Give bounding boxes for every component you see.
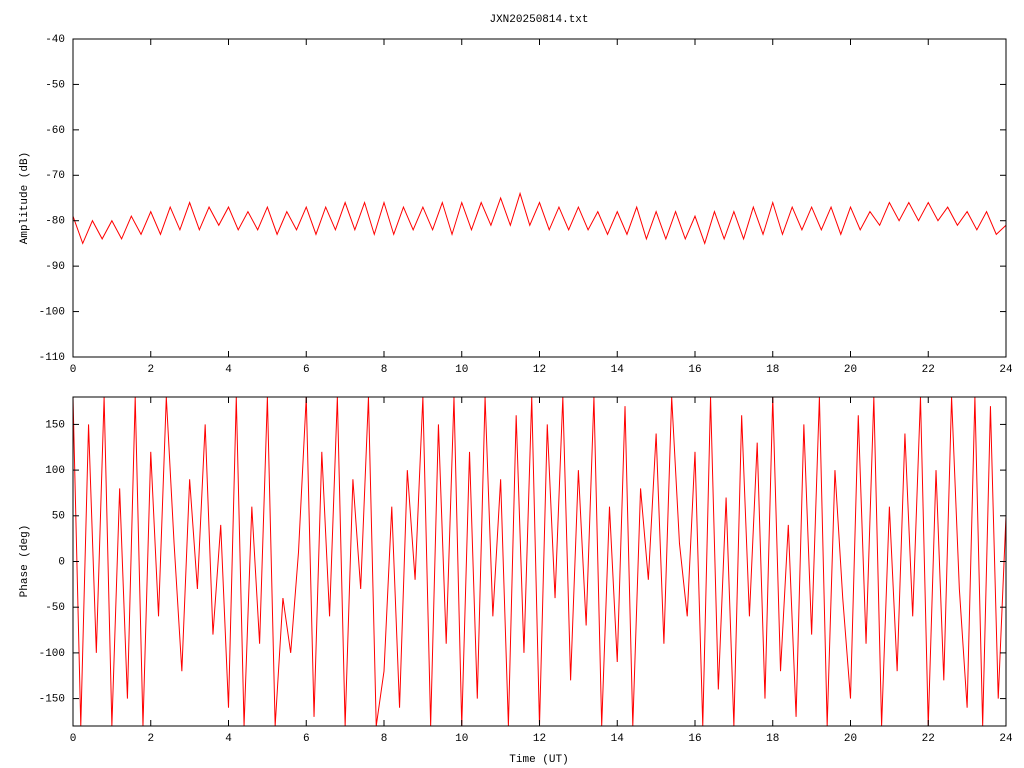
y-tick-label: 0: [58, 556, 65, 568]
y-tick-label: -90: [45, 261, 65, 273]
x-tick-label: 14: [611, 364, 625, 376]
x-tick-label: 4: [225, 733, 232, 745]
y-tick-label: -60: [45, 125, 65, 137]
y-tick-label: -40: [45, 34, 65, 46]
y-tick-label: -110: [39, 352, 65, 364]
y-tick-label: 100: [45, 465, 65, 477]
x-tick-label: 4: [225, 364, 232, 376]
x-tick-label: 8: [381, 364, 388, 376]
plot-frame: [72, 396, 1007, 727]
plot-frame: [72, 38, 1007, 358]
x-tick-label: 22: [922, 364, 935, 376]
x-axis-label: Time (UT): [509, 754, 568, 766]
x-tick-label: 20: [844, 733, 857, 745]
x-tick-label: 24: [999, 733, 1013, 745]
x-tick-label: 10: [455, 364, 468, 376]
data-line: [72, 191, 1007, 246]
y-tick-label: -100: [39, 306, 65, 318]
y-tick-label: 150: [45, 419, 65, 431]
x-tick-label: 2: [147, 364, 154, 376]
x-tick-label: 10: [455, 733, 468, 745]
x-tick-label: 6: [303, 733, 310, 745]
x-tick-label: 6: [303, 364, 310, 376]
x-tick-label: 16: [688, 364, 701, 376]
chart-title: JXN20250814.txt: [489, 14, 588, 26]
x-tick-label: 8: [381, 733, 388, 745]
x-tick-label: 0: [70, 733, 77, 745]
y-tick-label: -100: [39, 648, 65, 660]
y-tick-label: -50: [45, 79, 65, 91]
x-tick-label: 14: [611, 733, 625, 745]
y-axis-label: Amplitude (dB): [19, 152, 31, 244]
data-line: [72, 396, 1007, 727]
x-tick-label: 12: [533, 364, 546, 376]
x-tick-label: 12: [533, 733, 546, 745]
x-tick-label: 2: [147, 733, 154, 745]
x-tick-label: 20: [844, 364, 857, 376]
y-tick-label: -150: [39, 693, 65, 705]
x-tick-label: 22: [922, 733, 935, 745]
y-tick-label: -50: [45, 602, 65, 614]
x-tick-label: 24: [999, 364, 1013, 376]
x-tick-label: 18: [766, 364, 779, 376]
y-axis-label: Phase (deg): [19, 525, 31, 598]
x-tick-label: 18: [766, 733, 779, 745]
x-tick-label: 0: [70, 364, 77, 376]
y-tick-label: -70: [45, 170, 65, 182]
y-tick-label: 50: [52, 511, 65, 523]
x-tick-label: 16: [688, 733, 701, 745]
y-tick-label: -80: [45, 216, 65, 228]
